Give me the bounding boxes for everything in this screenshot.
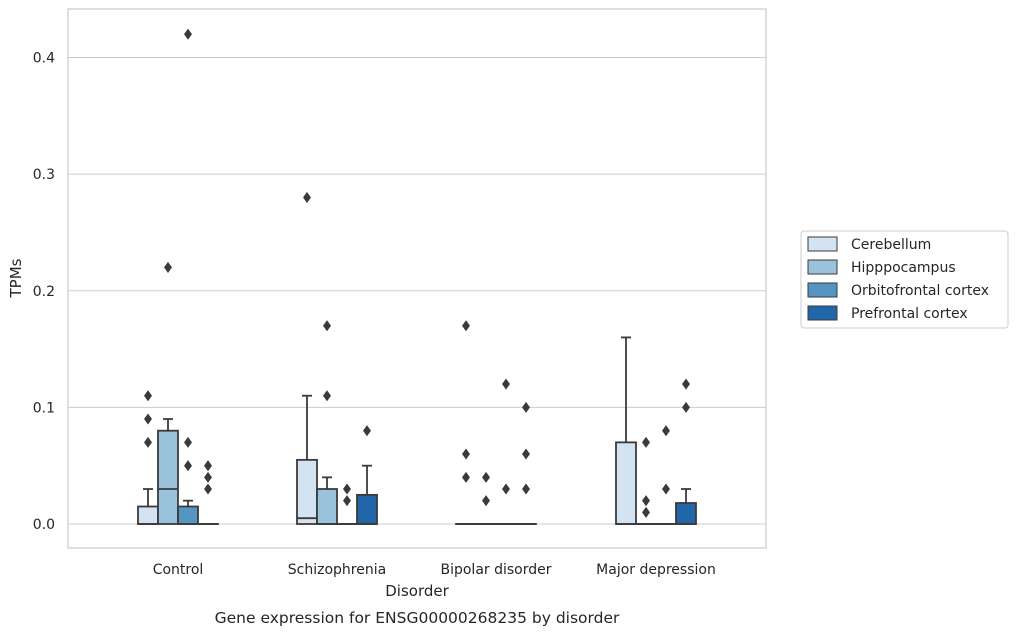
outlier-point (462, 320, 470, 332)
outlier-point (462, 448, 470, 460)
x-tick-label: Bipolar disorder (440, 562, 551, 578)
outlier-point (462, 471, 470, 483)
legend-label: Prefrontal cortex (851, 306, 968, 322)
outlier-point (323, 390, 331, 402)
x-tick-label: Control (153, 562, 204, 578)
y-axis-label: TPMs (7, 258, 25, 298)
box-hipppocampus (316, 320, 338, 525)
outlier-point (662, 483, 670, 495)
outlier-point (662, 425, 670, 437)
y-tick-labels: 0.0 0.1 0.2 0.3 0.4 (33, 51, 55, 534)
box-body (615, 441, 637, 525)
legend: Cerebellum Hipppocampus Orbitofrontal cort… (800, 230, 1009, 329)
box-prefrontal-cortex (356, 425, 378, 525)
outlier-point (343, 495, 351, 507)
box-body (296, 458, 318, 525)
outlier-point (642, 436, 650, 448)
plot-background (68, 9, 766, 548)
box-prefrontal-cortex (197, 460, 219, 525)
legend-swatch (807, 305, 838, 321)
outlier-point (502, 378, 510, 390)
legend-swatch (807, 282, 838, 298)
box-body (137, 505, 159, 525)
box-prefrontal-cortex (675, 378, 697, 525)
plot-frame (67, 8, 767, 549)
outlier-point (642, 495, 650, 507)
outlier-point (482, 495, 490, 507)
outlier-point (343, 483, 351, 495)
outlier-point (204, 483, 212, 495)
outlier-point (204, 471, 212, 483)
x-axis-label: Disorder (385, 582, 449, 600)
outlier-point (184, 460, 192, 472)
box-cerebellum (137, 390, 159, 525)
outlier-point (184, 436, 192, 448)
y-tick-label: 0.4 (33, 51, 55, 67)
box-orbitofrontal-cortex (495, 378, 517, 525)
box-prefrontal-cortex (515, 401, 537, 525)
outlier-point (144, 390, 152, 402)
box-cerebellum (615, 336, 637, 525)
outlier-point (502, 483, 510, 495)
box-body (157, 429, 179, 525)
box-body (316, 488, 338, 525)
box-hipppocampus (157, 261, 179, 525)
legend-swatch (807, 259, 838, 275)
y-tick-label: 0.1 (33, 400, 55, 416)
chart-title: Gene expression for ENSG00000268235 by d… (215, 609, 620, 627)
box-series (137, 28, 697, 525)
outlier-point (164, 261, 172, 273)
legend-label: Orbitofrontal cortex (851, 283, 989, 299)
outlier-point (482, 471, 490, 483)
outlier-point (323, 320, 331, 332)
x-tick-label: Schizophrenia (288, 562, 386, 578)
outlier-point (144, 436, 152, 448)
outlier-point (204, 460, 212, 472)
legend-label: Cerebellum (851, 237, 931, 253)
x-tick-label: Major depression (596, 562, 716, 578)
legend-frame (800, 230, 1009, 329)
outlier-point (144, 413, 152, 425)
box-body (177, 505, 199, 525)
outlier-point (184, 28, 192, 40)
y-tick-label: 0.0 (33, 517, 55, 533)
outlier-point (682, 401, 690, 413)
box-orbitofrontal-cortex (177, 28, 199, 525)
box-body (356, 493, 378, 525)
x-tick-labels: Control Schizophrenia Bipolar disorder Majo… (153, 562, 716, 578)
legend-label: Hipppocampus (851, 260, 956, 276)
y-tick-label: 0.2 (33, 284, 55, 300)
outlier-point (522, 448, 530, 460)
legend-swatch (807, 236, 838, 252)
outlier-point (522, 401, 530, 413)
y-tick-label: 0.3 (33, 167, 55, 183)
outlier-point (682, 378, 690, 390)
box-body (675, 502, 697, 525)
outlier-point (642, 506, 650, 518)
outlier-point (363, 425, 371, 437)
outlier-point (303, 191, 311, 203)
outlier-point (522, 483, 530, 495)
